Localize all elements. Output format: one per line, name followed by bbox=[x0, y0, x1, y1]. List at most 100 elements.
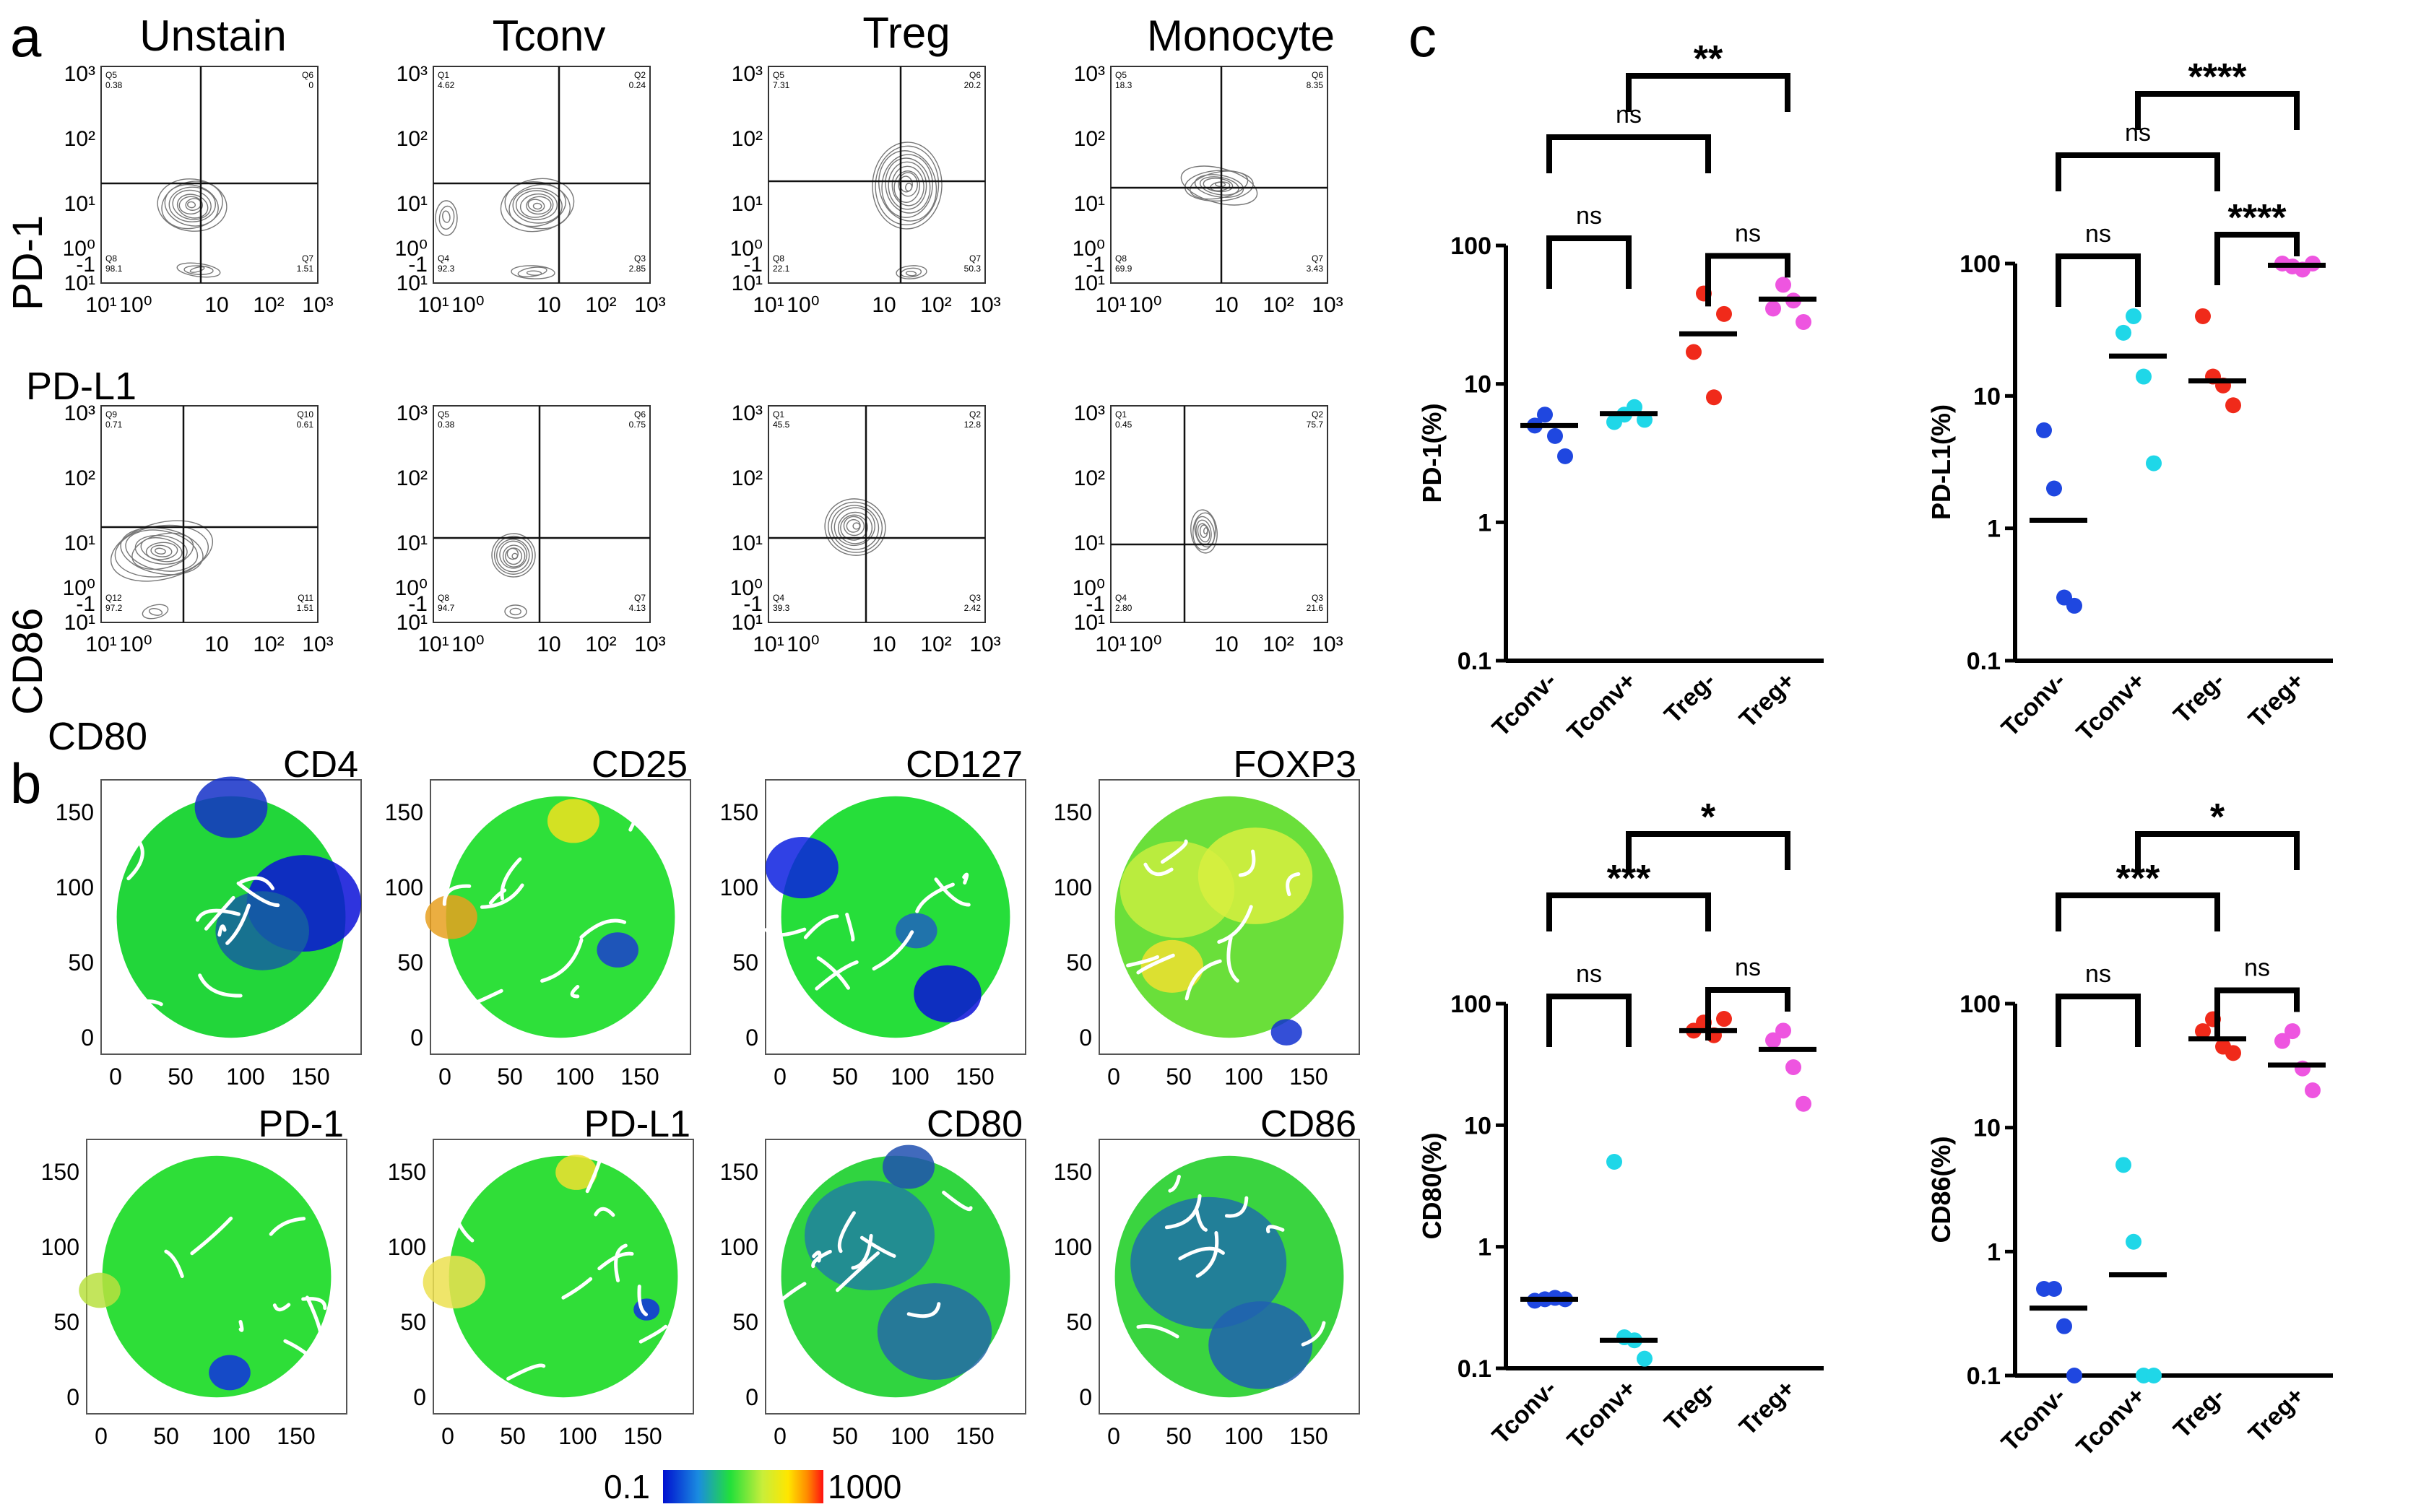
flow-y-tick: 10¹ bbox=[397, 531, 428, 555]
tsne-cluster-gap bbox=[1164, 1194, 1202, 1230]
data-point bbox=[1537, 407, 1553, 423]
tsne-cluster-gap bbox=[217, 924, 227, 937]
contour-line bbox=[157, 178, 228, 232]
x-tick-label: Treg+ bbox=[2243, 1382, 2310, 1448]
tsne-expression-region bbox=[1208, 1301, 1313, 1389]
tsne-cluster-gap bbox=[803, 914, 839, 939]
tsne-expression-region bbox=[633, 1298, 660, 1321]
tsne-cluster-gap bbox=[190, 1216, 233, 1256]
tsne-cluster-gap bbox=[540, 938, 584, 983]
tsne-plot: PD-L1 00 50 50 100 100 150 150 bbox=[388, 1103, 694, 1449]
flow-x-tick: 10³ bbox=[302, 293, 333, 317]
contour-line bbox=[1190, 509, 1218, 554]
quadrant-value-ll: 92.3 bbox=[438, 264, 455, 274]
panel-label-b: b bbox=[10, 752, 41, 815]
flow-y-tick: 10² bbox=[397, 127, 428, 151]
contour-line bbox=[875, 145, 940, 226]
data-point bbox=[1557, 448, 1573, 464]
tsne-cluster-gap bbox=[198, 973, 243, 998]
tsne-cluster-gap bbox=[1195, 1230, 1219, 1278]
flow-x-tick: 10⁰ bbox=[451, 633, 484, 656]
quadrant-id-ll: Q4 bbox=[773, 593, 784, 603]
flow-x-tick: 10⁰ bbox=[119, 293, 152, 317]
data-point bbox=[2036, 422, 2052, 438]
tsne-plot: FOXP3 00 50 50 100 100 150 150 bbox=[1054, 744, 1360, 1090]
quadrant-id-ul: Q5 bbox=[438, 409, 449, 420]
quadrant-value-ll: 97.2 bbox=[105, 603, 123, 613]
quadrant-value-lr: 2.42 bbox=[964, 603, 982, 613]
tsne-x-tick: 100 bbox=[1224, 1064, 1263, 1090]
tsne-cluster-gap bbox=[1168, 1174, 1181, 1193]
tsne-cluster-gap bbox=[126, 840, 144, 881]
flow-y-tick: 10⁰ bbox=[63, 576, 95, 600]
y-tick-label: 0.1 bbox=[1967, 648, 2001, 675]
tsne-cluster-gap bbox=[238, 1320, 244, 1332]
tsne-cluster-gap bbox=[239, 876, 275, 890]
contour-line bbox=[872, 142, 943, 230]
quadrant-id-lr: Q3 bbox=[634, 253, 646, 264]
quadrant-id-ul: Q5 bbox=[1115, 70, 1127, 80]
contour-line bbox=[504, 604, 527, 619]
contour-line bbox=[896, 265, 927, 279]
quadrant-value-ur: 8.35 bbox=[1307, 80, 1324, 90]
x-tick-label: Tconv+ bbox=[2071, 1382, 2151, 1461]
data-point bbox=[1547, 427, 1563, 444]
contour-line bbox=[505, 547, 523, 565]
tsne-y-tick: 50 bbox=[1066, 1309, 1092, 1335]
contour-line bbox=[881, 154, 933, 218]
flow-plot: Q518.3Q68.35Q869.9Q73.4310³10²10¹10⁰-110… bbox=[1073, 62, 1343, 317]
flow-y-tick: 10⁰ bbox=[395, 237, 428, 261]
contour-line bbox=[512, 188, 563, 224]
tsne-expression-region bbox=[215, 891, 309, 970]
tsne-expression-region bbox=[1130, 1196, 1287, 1329]
data-point bbox=[1716, 305, 1732, 322]
contour-line bbox=[1197, 523, 1210, 543]
dot-chart: 100 10 1 0.1 PD-L1(%) Tconv- Tconv+ Treg- Treg+ n… bbox=[1926, 56, 2333, 747]
tsne-y-tick: 50 bbox=[400, 1309, 426, 1335]
flow-x-tick: 10² bbox=[1263, 293, 1294, 317]
quadrant-id-ul: Q1 bbox=[773, 409, 784, 420]
tsne-plot: CD80 00 50 50 100 100 150 150 bbox=[720, 1103, 1026, 1449]
tsne-cluster-gap bbox=[1286, 872, 1301, 897]
significance-label: ns bbox=[2085, 220, 2111, 248]
contour-line bbox=[1194, 516, 1216, 548]
x-tick-label: Treg+ bbox=[1734, 667, 1801, 734]
flow-x-tick: 10² bbox=[1263, 633, 1294, 656]
data-point bbox=[2046, 1281, 2062, 1298]
tsne-x-tick: 0 bbox=[95, 1423, 108, 1449]
flow-y-tick: 10³ bbox=[1074, 401, 1105, 425]
flow-plot: Q90.71Q100.61Q1297.2Q111.5110³10²10¹10⁰-… bbox=[63, 401, 334, 656]
contour-line bbox=[840, 514, 868, 541]
significance-bracket bbox=[1626, 73, 1790, 112]
data-point bbox=[1765, 1032, 1781, 1048]
flow-x-tick: 10¹ bbox=[1095, 633, 1126, 656]
tsne-x-tick: 50 bbox=[1166, 1423, 1192, 1449]
flow-x-tick: 10⁰ bbox=[787, 633, 819, 656]
data-point bbox=[1765, 300, 1781, 317]
quadrant-value-lr: 50.3 bbox=[964, 264, 982, 274]
flow-y-tick: 10³ bbox=[64, 62, 95, 86]
tsne-y-tick: 50 bbox=[1066, 950, 1092, 976]
tsne-x-tick: 0 bbox=[774, 1064, 787, 1090]
quadrant-value-lr: 2.85 bbox=[629, 264, 646, 274]
flow-y-tick: 10² bbox=[732, 127, 763, 151]
contour-line bbox=[491, 533, 536, 578]
tsne-cluster-gap bbox=[269, 1217, 306, 1236]
contour-line bbox=[504, 181, 571, 230]
y-tick-label: 100 bbox=[1450, 233, 1491, 260]
flow-x-tick: 10 bbox=[204, 293, 228, 317]
tsne-expression-region bbox=[914, 965, 982, 1022]
y-tick-label: 0.1 bbox=[1458, 648, 1491, 675]
flow-x-tick: 10² bbox=[253, 633, 284, 656]
flow-plot: Q10.45Q275.7Q42.80Q321.610³10²10¹10⁰-110… bbox=[1073, 401, 1343, 656]
significance-label: ** bbox=[1694, 38, 1723, 80]
flow-plot: Q50.38Q60.75Q894.7Q74.1310³10²10¹10⁰-110… bbox=[395, 401, 666, 656]
flow-plot-frame bbox=[768, 405, 986, 623]
flow-y-tick: 10¹ bbox=[732, 531, 763, 555]
tsne-y-tick: 0 bbox=[745, 1025, 758, 1051]
flow-plot: Q57.31Q620.2Q822.1Q750.310³10²10¹10⁰-110… bbox=[730, 62, 1001, 317]
quadrant-value-lr: 21.6 bbox=[1307, 603, 1324, 613]
flow-y-tick: 10³ bbox=[1074, 62, 1105, 86]
significance-bracket bbox=[1546, 892, 1711, 931]
tsne-y-tick: 150 bbox=[385, 799, 423, 825]
